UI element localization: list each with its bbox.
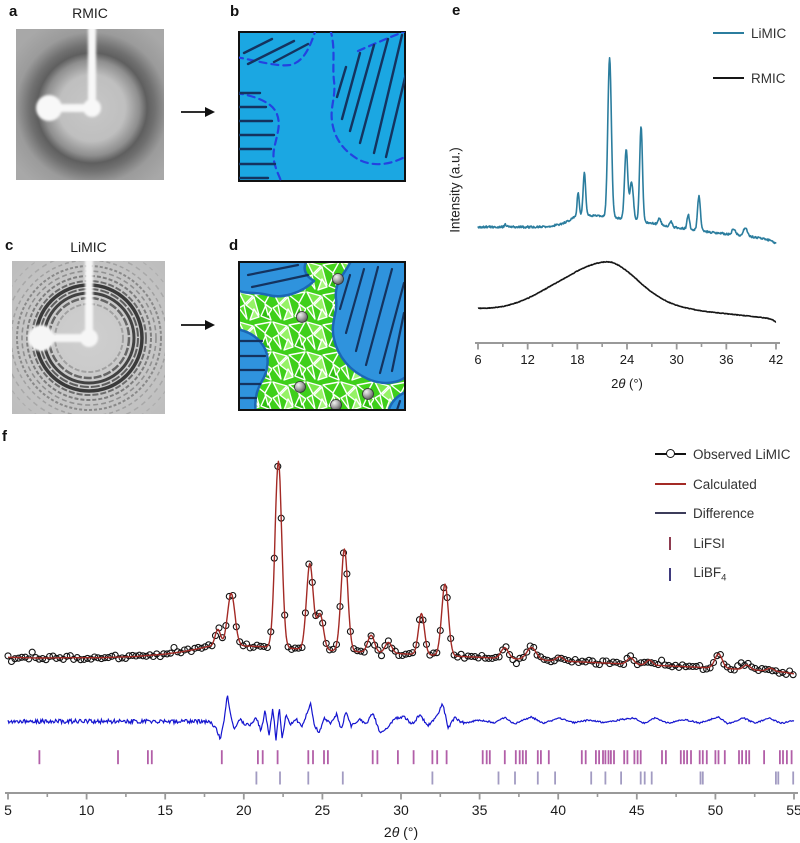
amorphous-schematic [238, 31, 406, 182]
rietveld-refinement-plot: 5 10 15 20 25 30 35 40 45 50 55 2θ (°) [4, 460, 800, 840]
chain-hatch-lines [239, 33, 405, 180]
e-legend-rmic-label: RMIC [751, 70, 786, 86]
f-legend-calculated: Calculated [655, 476, 757, 492]
panel-label-c: c [5, 237, 14, 254]
difference-curve [7, 695, 795, 741]
svg-text:30: 30 [669, 352, 683, 367]
f-legend-lifsi-label: LiFSI [693, 535, 725, 551]
svg-text:2θ (°): 2θ (°) [384, 824, 418, 840]
arrow-a-to-b-icon [181, 107, 215, 117]
curve-rmic [477, 260, 777, 323]
li-ion-spheres [294, 273, 374, 410]
panel-label-a: a [9, 3, 18, 20]
panel-border [238, 261, 406, 411]
limic-diffraction-image [12, 261, 165, 414]
beamstop [36, 29, 101, 121]
svg-text:12: 12 [520, 352, 534, 367]
panel-a-title: RMIC [72, 5, 108, 21]
svg-text:36: 36 [719, 352, 733, 367]
limic-line-swatch [713, 31, 744, 35]
amorphous-domains [239, 262, 405, 410]
svg-text:35: 35 [472, 802, 488, 818]
panel-c-title: LiMIC [70, 239, 107, 255]
f-legend-difference: Difference [655, 505, 754, 521]
observed-line-swatch [655, 448, 686, 458]
f-legend-difference-label: Difference [693, 505, 755, 521]
libf4-tick-swatch [669, 567, 672, 581]
f-legend-observed: Observed LiMIC [655, 446, 791, 462]
svg-text:45: 45 [629, 802, 645, 818]
arrow-c-to-d-icon [181, 320, 215, 330]
rmic-diffraction-image [16, 29, 164, 180]
beamstop [28, 261, 98, 351]
panel-label-e: e [452, 2, 461, 19]
observed-circle-marker [666, 448, 675, 458]
calculated-curve [8, 460, 795, 675]
rmic-line-swatch [713, 76, 744, 80]
panel-label-d: d [229, 237, 239, 254]
calculated-line-swatch [655, 482, 686, 486]
xrd-comparison-plot: 6 12 18 24 30 36 42 2θ (°) [474, 56, 783, 391]
svg-text:50: 50 [708, 802, 724, 818]
libf-reflection-ticks [255, 771, 795, 785]
svg-text:2θ (°): 2θ (°) [611, 376, 643, 391]
lifsi-reflection-ticks [38, 750, 793, 765]
lifsi-tick-swatch [669, 536, 672, 550]
panel-label-b: b [230, 3, 240, 20]
svg-text:25: 25 [315, 802, 331, 818]
e-legend-rmic: RMIC [713, 70, 786, 86]
svg-text:5: 5 [4, 802, 12, 818]
svg-text:18: 18 [570, 352, 584, 367]
svg-text:6: 6 [474, 352, 481, 367]
svg-text:42: 42 [769, 352, 783, 367]
difference-line-swatch [655, 511, 686, 515]
svg-text:55: 55 [786, 802, 800, 818]
f-legend-calculated-label: Calculated [693, 476, 757, 492]
f-legend-libf4: LiBF4 [655, 564, 727, 584]
e-legend-limic-label: LiMIC [751, 25, 787, 41]
e-y-axis-label: Intensity (a.u.) [447, 147, 463, 233]
svg-text:10: 10 [79, 802, 95, 818]
curve-limic [477, 56, 777, 245]
f-legend-observed-label: Observed LiMIC [693, 446, 791, 462]
semicrystalline-schematic [238, 261, 406, 411]
svg-text:24: 24 [620, 352, 634, 367]
f-legend-libf4-label: LiBF4 [693, 564, 727, 584]
svg-text:15: 15 [157, 802, 173, 818]
f-legend-lifsi: LiFSI [655, 535, 725, 551]
svg-text:40: 40 [550, 802, 566, 818]
svg-text:30: 30 [393, 802, 409, 818]
svg-text:20: 20 [236, 802, 252, 818]
e-legend-limic: LiMIC [713, 25, 786, 41]
chain-hatch-lines [239, 263, 405, 410]
panel-label-f: f [2, 428, 7, 445]
